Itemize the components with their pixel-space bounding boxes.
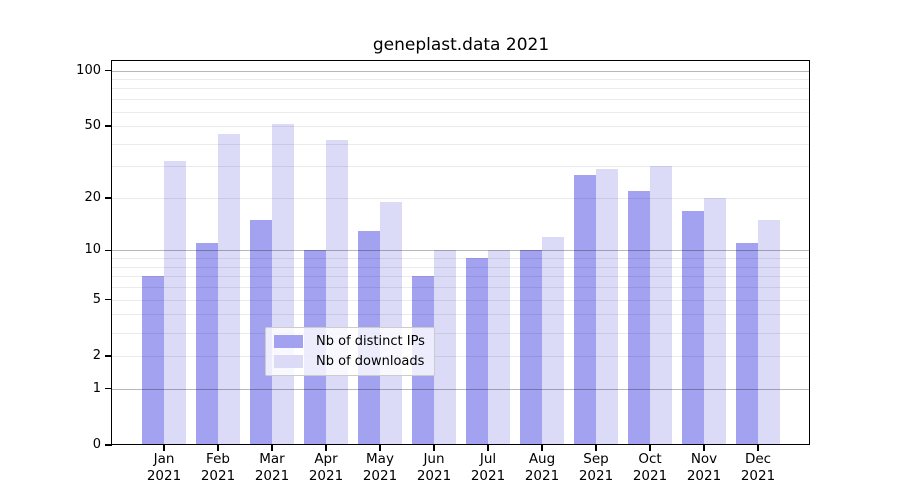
bar-downloads-jan: [164, 161, 186, 445]
gridline-9: [112, 258, 810, 260]
x-tick-mark-jan: [163, 445, 165, 451]
plot-area: [112, 61, 810, 445]
legend-item-downloads: Nb of downloads: [274, 354, 426, 369]
bar-ips-jul: [466, 258, 488, 445]
legend-swatch-downloads: [274, 355, 303, 368]
y-tick-label-10: 10: [84, 242, 101, 258]
legend-label-distinct-ips: Nb of distinct IPs: [316, 334, 425, 349]
x-tick-label-dec: Dec 2021: [740, 451, 776, 484]
x-tick-label-oct: Oct 2021: [632, 451, 668, 484]
bar-downloads-sep: [596, 169, 618, 445]
legend-item-distinct-ips: Nb of distinct IPs: [274, 334, 426, 349]
bar-ips-aug: [520, 250, 542, 445]
x-tick-label-may: May 2021: [362, 451, 398, 484]
y-tick-mark-100: [105, 69, 112, 72]
x-tick-label-apr: Apr 2021: [308, 451, 344, 484]
y-tick-label-5: 5: [92, 291, 101, 307]
bar-ips-feb: [196, 243, 218, 445]
gridline-60: [112, 111, 810, 113]
legend: Nb of distinct IPs Nb of downloads: [265, 327, 435, 376]
gridline-2: [112, 355, 810, 357]
y-tick-mark-5: [105, 298, 112, 301]
chart-title: geneplast.data 2021: [372, 35, 550, 55]
x-tick-mark-feb: [217, 445, 219, 451]
bar-downloads-oct: [650, 166, 672, 445]
y-tick-label-20: 20: [84, 190, 101, 205]
gridline-40: [112, 143, 810, 145]
x-tick-label-jun: Jun 2021: [416, 451, 452, 484]
gridline-70: [112, 99, 810, 101]
legend-label-downloads: Nb of downloads: [316, 354, 425, 369]
y-tick-label-0: 0: [92, 437, 101, 452]
bar-downloads-jul: [488, 250, 510, 445]
bar-downloads-nov: [704, 198, 726, 445]
x-tick-label-aug: Aug 2021: [524, 451, 560, 484]
gridline-1: [112, 388, 810, 390]
bar-downloads-feb: [218, 134, 240, 445]
bar-downloads-jun: [434, 250, 456, 445]
bar-downloads-apr: [326, 139, 348, 445]
x-tick-label-feb: Feb 2021: [200, 451, 236, 484]
bar-downloads-dec: [758, 220, 780, 445]
x-tick-mark-nov: [703, 445, 705, 451]
gridline-3: [112, 332, 810, 334]
y-tick-mark-1: [105, 388, 112, 390]
bar-downloads-aug: [542, 236, 564, 445]
x-tick-mark-dec: [757, 445, 759, 451]
y-tick-mark-10: [105, 249, 112, 252]
gridline-7: [112, 276, 810, 278]
y-tick-label-100: 100: [76, 62, 101, 78]
x-tick-label-mar: Mar 2021: [254, 451, 290, 484]
x-tick-mark-may: [379, 445, 381, 451]
legend-swatch-distinct-ips: [274, 335, 303, 348]
y-tick-mark-50: [105, 125, 112, 127]
y-tick-label-2: 2: [92, 347, 101, 363]
x-tick-label-jul: Jul 2021: [470, 451, 506, 484]
gridline-20: [112, 198, 810, 199]
bar-ips-mar: [250, 220, 272, 445]
x-tick-mark-mar: [271, 445, 273, 451]
y-tick-mark-0: [105, 444, 112, 446]
gridline-10: [112, 250, 810, 252]
gridline-8: [112, 266, 810, 268]
bar-ips-sep: [574, 174, 596, 445]
gridline-80: [112, 88, 810, 90]
y-tick-mark-2: [105, 355, 112, 357]
gridline-5: [112, 299, 810, 301]
x-tick-mark-oct: [649, 445, 651, 451]
gridline-50: [112, 126, 810, 128]
gridline-100: [112, 70, 810, 72]
gridline-6: [112, 287, 810, 289]
x-tick-mark-sep: [595, 445, 597, 451]
x-tick-label-sep: Sep 2021: [578, 451, 614, 484]
bar-ips-dec: [736, 243, 758, 445]
x-tick-mark-aug: [541, 445, 543, 451]
bar-ips-nov: [682, 210, 704, 445]
x-tick-label-nov: Nov 2021: [686, 451, 722, 484]
bar-ips-oct: [628, 190, 650, 445]
y-tick-label-50: 50: [84, 118, 101, 134]
y-tick-label-1: 1: [92, 380, 101, 396]
gridline-90: [112, 79, 810, 81]
x-tick-label-jan: Jan 2021: [146, 451, 182, 484]
y-tick-mark-20: [105, 197, 112, 199]
x-tick-mark-jun: [433, 445, 435, 451]
bar-downloads-mar: [272, 124, 294, 445]
gridline-30: [112, 166, 810, 168]
x-tick-mark-jul: [487, 445, 489, 451]
bar-ips-jan: [142, 276, 164, 445]
bar-downloads-may: [380, 201, 402, 445]
gridline-4: [112, 314, 810, 316]
x-tick-mark-apr: [325, 445, 327, 451]
